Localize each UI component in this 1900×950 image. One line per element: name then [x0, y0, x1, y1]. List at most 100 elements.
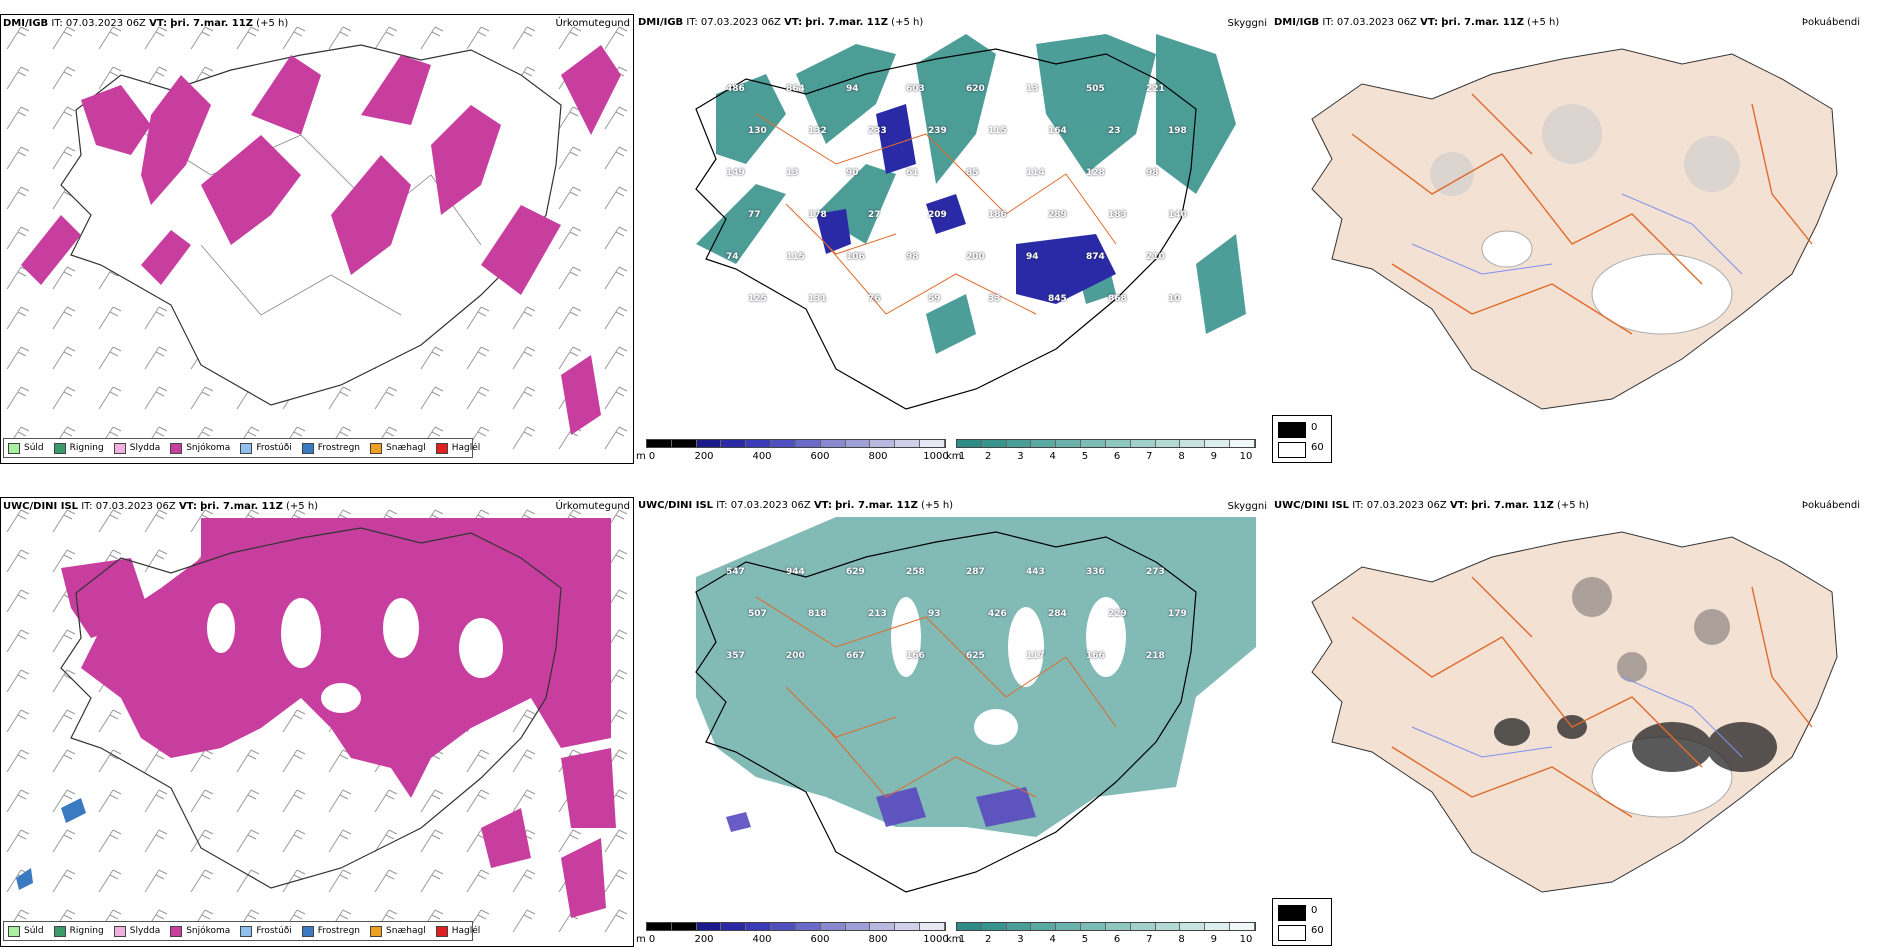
iceland-map-visibility-bottom [695, 517, 1256, 893]
fog-legend-value: 60 [1311, 442, 1324, 453]
visibility-value-label: 229 [1108, 609, 1127, 619]
visibility-value-label: 23 [1108, 126, 1121, 136]
colorbar-tick: 8 [1178, 934, 1185, 945]
panel-header: DMI/IGB IT: 07.03.2023 06Z VT: þri. 7.ma… [638, 17, 923, 28]
iceland-map-precip-top [1, 15, 633, 463]
colorbar-tick: 7 [1146, 451, 1153, 462]
visibility-value-label: 106 [846, 252, 865, 262]
colorbar-tick: 600 [810, 934, 830, 945]
colorbar-strip [646, 439, 946, 448]
legend-label: Frostúði [256, 443, 292, 453]
colorbar-tick: 200 [694, 934, 714, 945]
visibility-value-label: 239 [928, 126, 947, 136]
iceland-map-fog-top [1311, 48, 1838, 410]
visibility-value-label: 818 [808, 609, 827, 619]
visibility-value-label: 183 [1108, 210, 1127, 220]
visibility-value-label: 198 [1168, 126, 1187, 136]
colorbar-tick: 1 [958, 451, 966, 462]
colorbar-bin [696, 923, 722, 930]
it-value: 07.03.2023 06Z [730, 500, 811, 511]
colorbar-tick: 3 [1017, 934, 1024, 945]
legend-swatch [113, 442, 126, 454]
fog-legend-value: 0 [1311, 905, 1318, 916]
model-name: UWC/DINI ISL [3, 501, 79, 512]
colorbar-tick: 6 [1113, 451, 1121, 462]
legend-swatch [240, 442, 253, 454]
lead-time: (+5 h) [921, 500, 954, 511]
legend-item: Snæhagl [370, 925, 426, 937]
visibility-value-label: 85 [966, 168, 979, 178]
visibility-panel-top: 486 864 94 603 620 13 505 221 130 132 233 239 115 164… [636, 14, 1272, 464]
visibility-value-label: 667 [846, 651, 865, 661]
colorbar-bin [746, 440, 772, 447]
visibility-value-label: 178 [808, 210, 827, 220]
legend-item: Snjókoma [170, 925, 230, 937]
legend-item: Haglél [435, 442, 480, 454]
legend-label: Súld [24, 926, 44, 936]
visibility-value-label: 93 [928, 609, 941, 619]
visibility-value-label: 76 [868, 294, 881, 304]
colorbar-bin [721, 923, 747, 930]
legend-item: Snjókoma [170, 442, 230, 454]
it-value: 07.03.2023 06Z [1336, 17, 1417, 28]
colorbar-tick: 2 [985, 451, 992, 462]
visibility-value-label: 426 [988, 609, 1007, 619]
panel-title: Þokuábendi [1801, 500, 1860, 511]
precip-type-legend: Súld Rigning Slydda Snjókoma Frostúði Frostre… [3, 438, 480, 458]
visibility-value-label: 486 [726, 84, 745, 94]
colorbar-bin [1155, 923, 1181, 930]
vt-label: VT: [813, 500, 832, 511]
colorbar-tick: 6 [1113, 934, 1121, 945]
legend-swatch [240, 925, 253, 937]
visibility-value-label: 845 [1048, 294, 1067, 304]
colorbar-bin [1155, 440, 1181, 447]
visibility-value-label: 164 [1048, 126, 1067, 136]
legend-swatch [435, 442, 448, 454]
colorbar-bin [920, 923, 945, 930]
colorbar-tick: 0 [648, 451, 656, 462]
visibility-value-label: 336 [1086, 567, 1105, 577]
model-name: DMI/IGB [638, 17, 684, 28]
visibility-value-label: 443 [1026, 567, 1045, 577]
legend-label: Snæhagl [386, 443, 426, 453]
visibility-value-label: 944 [786, 567, 805, 577]
legend-item: Slydda [113, 442, 160, 454]
colorbar-tick: 7 [1146, 934, 1153, 945]
iceland-map-fog-bottom [1311, 531, 1838, 893]
fog-legend-top: 0 60 [1272, 415, 1332, 463]
it-label: IT: [686, 17, 698, 28]
legend-item: Frostregn [301, 925, 360, 937]
legend-item: Frostúði [240, 442, 292, 454]
colorbar-tick: 600 [810, 451, 830, 462]
legend-item: Slydda [113, 925, 160, 937]
colorbar-bin [721, 440, 747, 447]
vt-value: þri. 7.mar. 11Z [200, 501, 283, 512]
visibility-value-label: 179 [1168, 609, 1187, 619]
colorbar-tick: 0 [648, 934, 656, 945]
it-value: 07.03.2023 06Z [95, 501, 176, 512]
colorbar-bin [1205, 923, 1231, 930]
visibility-value-label: 115 [988, 126, 1007, 136]
visibility-value-label: 186 [988, 210, 1007, 220]
lead-time: (+5 h) [1557, 500, 1590, 511]
visibility-value-label: 357 [726, 651, 745, 661]
model-name: UWC/DINI ISL [1274, 500, 1350, 511]
vt-value: þri. 7.mar. 11Z [1471, 500, 1554, 511]
visibility-value-label: 284 [1048, 609, 1067, 619]
visibility-value-label: 603 [906, 84, 925, 94]
fog-panel-bottom: UWC/DINI ISL IT: 07.03.2023 06Z VT: þri.… [1272, 497, 1900, 897]
legend-swatch [113, 925, 126, 937]
colorbar-bin [771, 923, 796, 930]
visibility-value-label: 289 [1048, 210, 1067, 220]
colorbar-bin [1105, 923, 1131, 930]
panel-title: Skyggni [1227, 18, 1267, 29]
legend-item: Súld [8, 442, 44, 454]
colorbar-tick: 400 [752, 451, 772, 462]
colorbar-bin [1130, 923, 1156, 930]
visibility-value-label: 166 [1086, 651, 1105, 661]
iceland-map-precip-bottom [1, 498, 633, 946]
snow-areas [21, 45, 621, 435]
panel-header: UWC/DINI ISL IT: 07.03.2023 06Z VT: þri.… [1274, 500, 1589, 511]
colorbar-bin [981, 440, 1007, 447]
visibility-value-label: 10 [1168, 294, 1181, 304]
